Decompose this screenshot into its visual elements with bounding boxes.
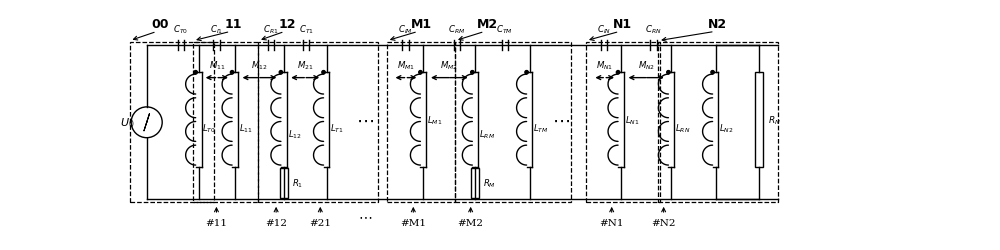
Text: $C_{T0}$: $C_{T0}$ (173, 24, 188, 36)
Text: $C_{T1}$: $C_{T1}$ (299, 24, 314, 36)
Bar (193, 43, 258, 203)
Text: $C_{RM}$: $C_{RM}$ (448, 24, 465, 36)
Text: $L_{RM}$: $L_{RM}$ (479, 128, 495, 140)
Circle shape (419, 71, 422, 75)
Text: #M1: #M1 (400, 208, 426, 227)
Text: #N1: #N1 (599, 208, 624, 227)
Circle shape (667, 71, 670, 75)
Text: 00: 00 (151, 18, 169, 31)
Circle shape (322, 71, 325, 75)
Text: $C_{I1}$: $C_{I1}$ (210, 24, 223, 36)
Text: $L_{N1}$: $L_{N1}$ (625, 114, 639, 126)
Text: #M2: #M2 (458, 208, 484, 227)
Bar (280, 169, 288, 198)
Text: $C_{R1}$: $C_{R1}$ (263, 24, 278, 36)
Text: $M_{M2}$: $M_{M2}$ (440, 59, 458, 72)
Text: $R_M$: $R_M$ (483, 177, 496, 190)
Bar (658, 43, 778, 203)
Text: $L_{M1}$: $L_{M1}$ (427, 114, 443, 126)
Text: $L_{12}$: $L_{12}$ (288, 128, 302, 140)
Text: #12: #12 (265, 208, 287, 227)
Text: $R_N$: $R_N$ (768, 114, 781, 126)
Text: $L_{N2}$: $L_{N2}$ (719, 122, 734, 134)
Bar (130, 43, 214, 203)
Circle shape (471, 71, 474, 75)
Bar (387, 43, 455, 203)
Text: N2: N2 (708, 18, 727, 31)
Text: $M_{21}$: $M_{21}$ (297, 59, 313, 72)
Text: $L_{11}$: $L_{11}$ (239, 122, 253, 134)
Text: M1: M1 (410, 18, 432, 31)
Bar (755, 73, 763, 167)
Text: $M_{12}$: $M_{12}$ (251, 59, 268, 72)
Text: #11: #11 (205, 208, 227, 227)
Text: $M_{N2}$: $M_{N2}$ (638, 59, 655, 72)
Text: $\cdots$: $\cdots$ (552, 111, 570, 129)
Text: $M_{M1}$: $M_{M1}$ (397, 59, 415, 72)
Text: $M_{11}$: $M_{11}$ (209, 59, 225, 72)
Text: $C_{TM}$: $C_{TM}$ (496, 24, 513, 36)
Circle shape (230, 71, 234, 75)
Text: $M_{N1}$: $M_{N1}$ (596, 59, 613, 72)
Text: 12: 12 (279, 18, 296, 31)
Bar (586, 43, 660, 203)
Text: $C_{IM}$: $C_{IM}$ (398, 24, 413, 36)
Text: $C_{IN}$: $C_{IN}$ (597, 24, 611, 36)
Text: $L_{TM}$: $L_{TM}$ (533, 122, 549, 134)
Text: $U_0$: $U_0$ (120, 116, 135, 130)
Text: #N2: #N2 (651, 208, 676, 227)
Text: $C_{RN}$: $C_{RN}$ (645, 24, 662, 36)
Text: $L_{RN}$: $L_{RN}$ (675, 122, 691, 134)
Text: 11: 11 (225, 18, 242, 31)
Bar (455, 43, 571, 203)
Text: $L_{T1}$: $L_{T1}$ (330, 122, 344, 134)
Circle shape (194, 71, 197, 75)
Text: #21: #21 (309, 208, 331, 227)
Text: N1: N1 (613, 18, 632, 31)
Text: $\cdots$: $\cdots$ (356, 111, 374, 129)
Circle shape (525, 71, 528, 75)
Circle shape (616, 71, 620, 75)
Text: $R_1$: $R_1$ (292, 177, 303, 190)
Text: M2: M2 (477, 18, 498, 31)
Circle shape (279, 71, 283, 75)
Bar (258, 43, 378, 203)
Text: $\cdots$: $\cdots$ (358, 208, 372, 222)
Circle shape (711, 71, 714, 75)
Text: $L_{T0}$: $L_{T0}$ (202, 122, 216, 134)
Bar (471, 169, 479, 198)
